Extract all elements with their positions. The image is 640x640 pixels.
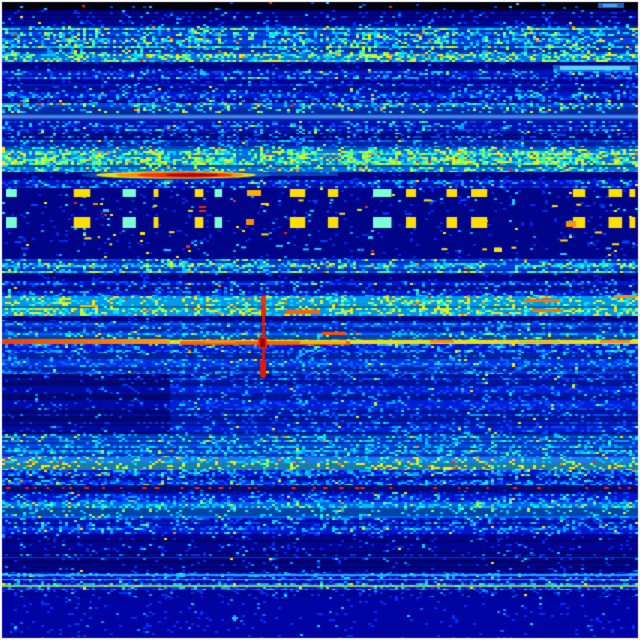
- spectrogram-heatmap-canvas: [0, 0, 640, 640]
- spectrogram-frame: [0, 0, 640, 640]
